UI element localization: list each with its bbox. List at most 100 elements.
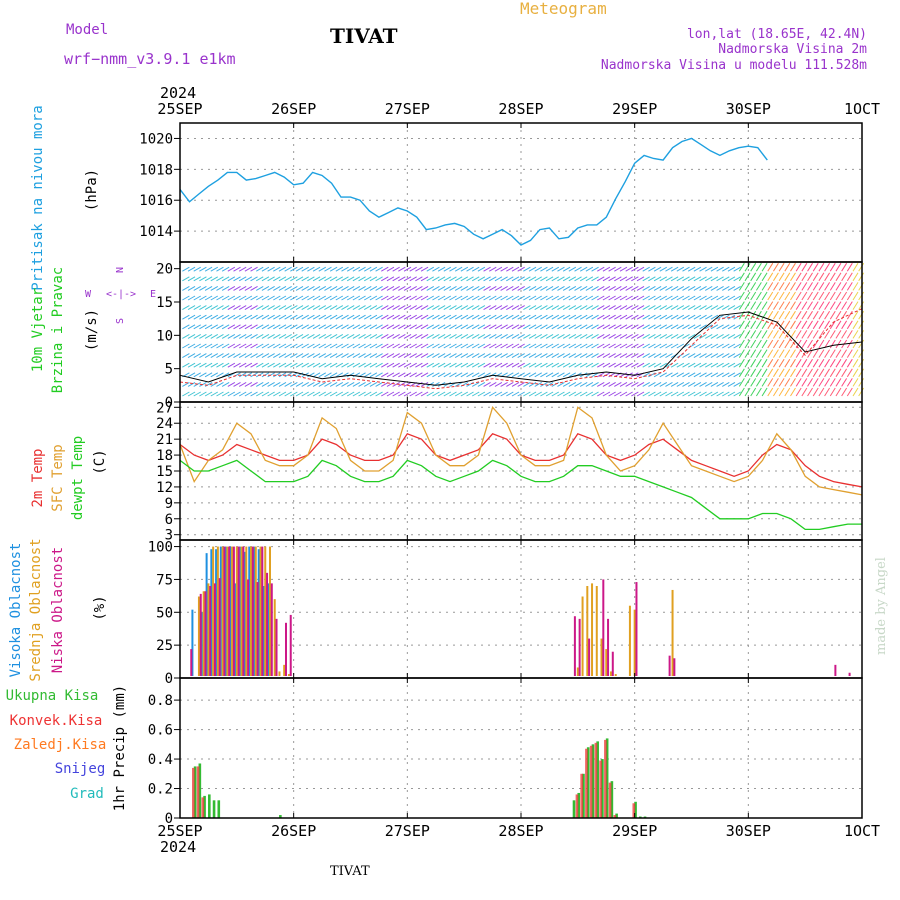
- wind-barb: [341, 276, 349, 282]
- wind-barb: [591, 362, 599, 368]
- wind-barb: [699, 362, 707, 368]
- wind-barb: [483, 372, 491, 378]
- x-tick-label-top: 26SEP: [271, 100, 316, 118]
- wind-barb: [858, 358, 865, 368]
- wind-barb: [335, 372, 344, 378]
- wind-barb: [750, 310, 757, 320]
- wind-barb: [648, 381, 656, 387]
- wind-barb: [812, 282, 819, 291]
- wind-barb: [585, 391, 594, 397]
- wind-barb: [676, 266, 685, 272]
- wind-barb: [824, 310, 831, 320]
- wind-barb: [670, 381, 679, 387]
- wind-barb: [233, 285, 241, 291]
- wind-barb: [551, 276, 560, 282]
- wind-barb: [511, 372, 520, 378]
- wind-barb: [500, 381, 508, 387]
- wind-barb: [290, 343, 298, 349]
- wind-barb: [835, 330, 842, 339]
- wind-barb: [346, 305, 355, 311]
- y-tick-label: 0.2: [148, 782, 173, 798]
- wind-barb: [591, 333, 599, 339]
- wind-barb: [738, 387, 745, 397]
- wind-barb: [494, 381, 503, 387]
- wind-barb: [807, 262, 813, 272]
- wind-barb: [693, 285, 702, 291]
- wind-barb: [614, 381, 622, 387]
- wind-barb: [704, 353, 713, 359]
- wind-barb: [699, 372, 707, 378]
- wind-barb: [523, 285, 531, 291]
- wind-barb: [738, 262, 745, 272]
- wind-barb: [659, 295, 668, 301]
- wind-barb: [358, 391, 366, 397]
- wind-barb: [216, 353, 224, 359]
- wind-barb: [369, 295, 378, 301]
- wind-barb: [273, 276, 281, 282]
- wind-barb: [437, 391, 446, 397]
- wind-barb: [642, 333, 650, 339]
- wind-barb: [403, 362, 412, 368]
- wind-barb: [534, 295, 542, 301]
- cloud-bar: [245, 546, 248, 676]
- wind-barb: [489, 343, 497, 349]
- wind-barb: [511, 353, 520, 359]
- wind-barb: [648, 285, 656, 291]
- y-tick-label: 18: [156, 448, 173, 464]
- wind-barb: [335, 295, 344, 301]
- wind-barb: [506, 276, 514, 282]
- meteogram-title: Meteogram: [520, 0, 607, 18]
- wind-barb: [625, 314, 633, 320]
- wind-barb: [773, 301, 779, 310]
- wind-barb: [233, 314, 241, 320]
- x-tick-labels-top: 25SEP 26SEP 27SEP 28SEP 29SEP 30SEP 1OCT: [157, 100, 880, 118]
- wind-barb: [523, 324, 531, 330]
- wind-barb: [233, 295, 241, 301]
- wind-barb: [363, 324, 372, 330]
- wind-barb: [307, 343, 315, 349]
- wind-barb: [494, 314, 503, 320]
- wind-barb: [790, 282, 796, 291]
- wind-barb: [415, 305, 423, 311]
- wind-barb: [403, 353, 412, 359]
- compass-s: S: [115, 318, 126, 324]
- wind-barb: [545, 305, 554, 311]
- wind-barb: [773, 330, 779, 339]
- wind-barb: [574, 353, 582, 359]
- wind-barb: [767, 378, 774, 387]
- wind-barb: [642, 285, 650, 291]
- wind-barb: [437, 276, 446, 282]
- wind-barb: [824, 282, 831, 291]
- wind-barb: [687, 353, 696, 359]
- wind-barb: [687, 381, 696, 387]
- wind-barb: [193, 266, 201, 272]
- wind-barb: [602, 276, 611, 282]
- wind-barb: [506, 362, 514, 368]
- wind-barb: [511, 295, 520, 301]
- wind-barb: [420, 333, 429, 339]
- wind-barb: [273, 305, 281, 311]
- wind-barb: [284, 276, 292, 282]
- x-tick-label-bottom: 28SEP: [498, 822, 543, 840]
- wind-barb: [591, 276, 599, 282]
- cloud-bar: [223, 546, 226, 676]
- wind-barb: [653, 381, 662, 387]
- wind-barb: [852, 358, 859, 368]
- wind-barb: [682, 324, 690, 330]
- wind-barb: [329, 285, 338, 291]
- wind-barb: [256, 314, 264, 320]
- wind-barb: [449, 343, 457, 349]
- cloud-bar: [283, 664, 286, 676]
- wind-barb: [227, 266, 236, 272]
- wind-barb: [193, 353, 201, 359]
- cloud-bar: [209, 586, 212, 676]
- wind-barb: [574, 276, 582, 282]
- wind-barb: [471, 391, 480, 397]
- wind-barb: [511, 285, 520, 291]
- wind-barb: [295, 285, 304, 291]
- wind-barb: [631, 324, 639, 330]
- wind-barb: [846, 358, 853, 368]
- wind-barb: [244, 324, 253, 330]
- precip-snow-label: Snijeg: [55, 761, 106, 777]
- wind-barb: [511, 381, 520, 387]
